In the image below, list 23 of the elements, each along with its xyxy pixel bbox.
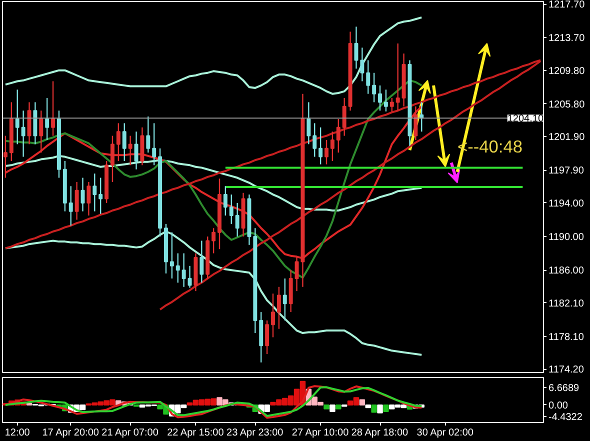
y-tick-label: 1194.00 [548, 198, 584, 210]
y-tick-label: -4.4322 [548, 412, 583, 424]
y-tick-label: 1201.90 [548, 132, 586, 144]
x-tick-label: 21 Apr 07:00 [102, 428, 159, 438]
x-tick-label: 22 Apr 15:00 [167, 428, 224, 438]
y-tick-label: 1197.90 [548, 166, 584, 177]
y-tick-label: 1186.00 [548, 266, 584, 277]
y-tick-label: 1190.00 [548, 232, 584, 244]
x-tick-label: 12:00 [4, 428, 30, 438]
y-tick-label: 1213.70 [548, 33, 586, 44]
x-tick-label: 27 Apr 10:00 [292, 428, 350, 438]
y-tick-label: 6.6689 [548, 383, 580, 394]
y-tick-label: 1174.20 [548, 364, 584, 376]
x-tick-label: 23 Apr 23:00 [226, 428, 284, 438]
y-tick-label: 1217.70 [548, 0, 586, 11]
y-tick-label: 1209.80 [548, 66, 586, 77]
y-tick-label: 1182.10 [548, 298, 584, 310]
x-tick-label: 28 Apr 18:00 [351, 428, 409, 438]
y-tick-label: 0.00 [548, 400, 568, 412]
y-tick-label: 1205.80 [548, 99, 586, 110]
x-tick-label: 17 Apr 20:00 [42, 428, 100, 438]
x-tick-label: 30 Apr 02:00 [416, 428, 474, 438]
y-tick-label: 1178.10 [548, 332, 584, 343]
